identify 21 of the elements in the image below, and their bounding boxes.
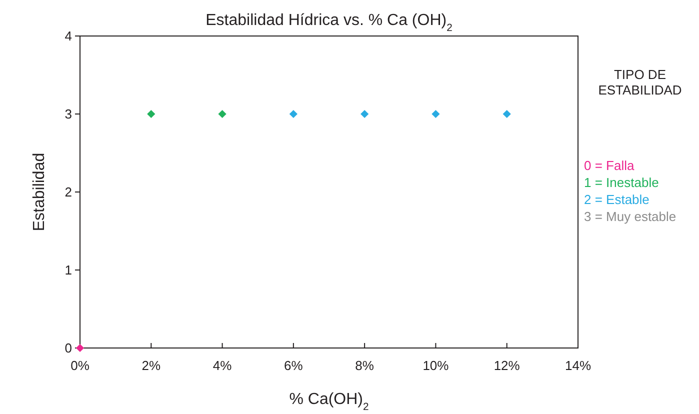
legend-label: 3 = Muy estable xyxy=(584,209,676,224)
y-tick-label: 3 xyxy=(64,106,72,122)
text: 0 = Falla xyxy=(584,158,635,173)
x-tick-label: 4% xyxy=(212,358,232,373)
x-axis-title: % Ca(OH)$_{2}$ xyxy=(289,391,369,412)
x-tick-label: 8% xyxy=(355,358,374,373)
y-axis-title: Estabilidad xyxy=(31,152,48,232)
y-tick-label: 4 xyxy=(64,28,72,44)
text: 2 = Estable xyxy=(584,192,650,207)
x-tick-label: 2% xyxy=(142,358,161,373)
text: 1 = Inestable xyxy=(584,175,659,190)
x-tick-label: 0% xyxy=(70,358,90,373)
y-tick-label: 1 xyxy=(64,262,72,278)
y-tick-label: 0 xyxy=(64,340,72,356)
chart-title: Estabilidad Hídrica vs. % Ca (OH)$_{2}$ xyxy=(206,12,453,34)
y-tick-label: 2 xyxy=(64,184,72,200)
x-tick-label: 10% xyxy=(422,358,450,373)
legend-title: TIPO DE ESTABILIDAD xyxy=(598,67,682,98)
x-tick-label: 6% xyxy=(284,358,304,373)
x-tick-label: 12% xyxy=(494,358,520,373)
x-tick-label: 14% xyxy=(564,358,592,373)
